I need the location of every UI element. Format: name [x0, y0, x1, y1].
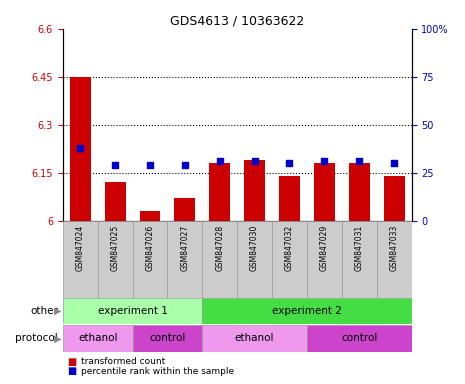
Text: GSM847030: GSM847030 — [250, 225, 259, 271]
Bar — [307, 221, 342, 298]
Text: percentile rank within the sample: percentile rank within the sample — [81, 367, 234, 376]
Bar — [167, 221, 202, 298]
Point — [320, 158, 328, 164]
Bar — [70, 77, 91, 221]
Bar — [133, 221, 167, 298]
Bar — [209, 163, 230, 221]
Point — [146, 162, 153, 168]
Bar — [105, 182, 126, 221]
Bar — [342, 221, 377, 298]
Text: ■: ■ — [67, 366, 77, 376]
Text: control: control — [341, 333, 378, 343]
Bar — [98, 221, 133, 298]
Text: control: control — [149, 333, 186, 343]
Text: GSM847027: GSM847027 — [180, 225, 189, 271]
Bar — [314, 163, 335, 221]
Text: GSM847033: GSM847033 — [390, 225, 399, 271]
Text: other: other — [30, 306, 58, 316]
Bar — [63, 221, 98, 298]
Bar — [349, 163, 370, 221]
Text: ■: ■ — [67, 357, 77, 367]
Text: GSM847024: GSM847024 — [76, 225, 85, 271]
Text: ethanol: ethanol — [78, 333, 117, 343]
Bar — [133, 325, 202, 352]
Text: protocol: protocol — [15, 333, 58, 343]
Bar — [202, 221, 237, 298]
Text: GSM847032: GSM847032 — [285, 225, 294, 271]
Bar — [307, 325, 412, 352]
Text: experiment 1: experiment 1 — [98, 306, 167, 316]
Bar — [202, 298, 412, 324]
Text: GSM847025: GSM847025 — [111, 225, 120, 271]
Bar — [140, 211, 160, 221]
Text: ▶: ▶ — [54, 333, 62, 343]
Point — [286, 160, 293, 166]
Bar — [377, 221, 412, 298]
Text: GSM847028: GSM847028 — [215, 225, 224, 271]
Text: transformed count: transformed count — [81, 357, 166, 366]
Bar — [279, 176, 300, 221]
Bar — [384, 176, 405, 221]
Bar — [63, 325, 133, 352]
Bar — [237, 221, 272, 298]
Point — [181, 162, 188, 168]
Bar — [244, 160, 265, 221]
Text: ▶: ▶ — [54, 306, 62, 316]
Point — [76, 145, 84, 151]
Bar — [272, 221, 307, 298]
Point — [216, 158, 223, 164]
Bar — [174, 199, 195, 221]
Text: experiment 2: experiment 2 — [272, 306, 342, 316]
Text: ethanol: ethanol — [235, 333, 274, 343]
Text: GSM847031: GSM847031 — [355, 225, 364, 271]
Point — [111, 162, 119, 168]
Bar — [63, 298, 202, 324]
Bar — [202, 325, 307, 352]
Point — [355, 158, 363, 164]
Point — [390, 160, 398, 166]
Point — [251, 158, 258, 164]
Text: GSM847026: GSM847026 — [146, 225, 154, 271]
Title: GDS4613 / 10363622: GDS4613 / 10363622 — [170, 15, 304, 28]
Text: GSM847029: GSM847029 — [320, 225, 329, 271]
